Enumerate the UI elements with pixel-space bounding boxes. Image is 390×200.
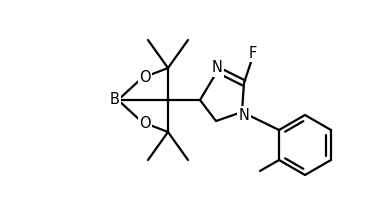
Text: N: N xyxy=(211,60,222,75)
Text: N: N xyxy=(239,108,250,122)
Text: F: F xyxy=(249,46,257,60)
Text: B: B xyxy=(110,92,120,108)
Text: O: O xyxy=(139,116,151,130)
Text: O: O xyxy=(139,70,151,84)
